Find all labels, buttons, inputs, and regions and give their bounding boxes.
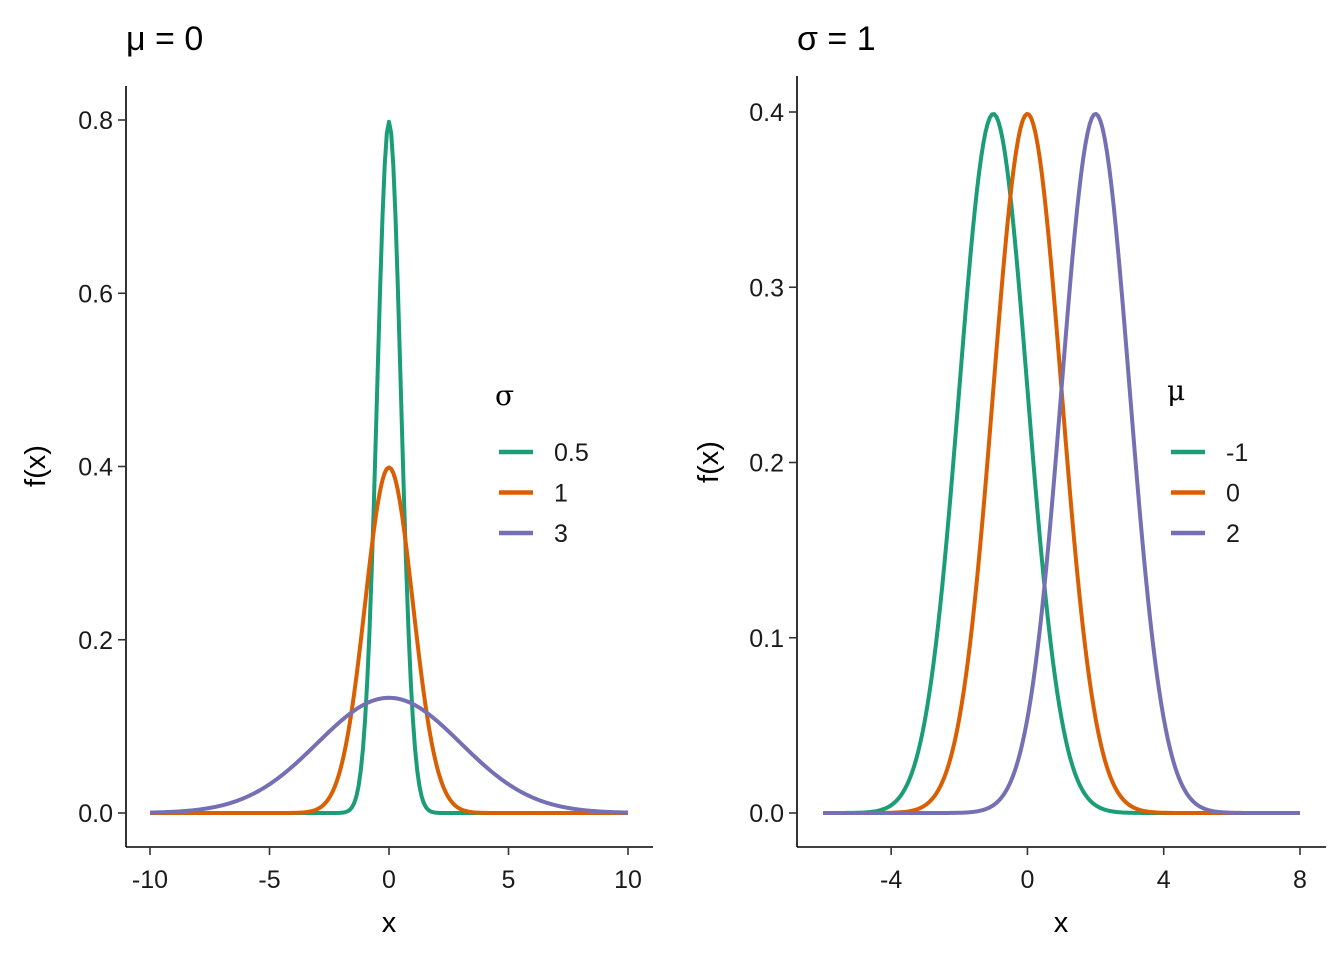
- legend: μ -1 0 2: [1167, 374, 1248, 548]
- y-tick-label: 0.1: [749, 625, 784, 653]
- y-tick-label: 0.2: [749, 450, 784, 478]
- y-tick-label: 0.3: [749, 274, 784, 302]
- x-ticks: -10 -5 0 5 10: [132, 847, 642, 894]
- legend-label: 1: [554, 480, 568, 508]
- y-axis-title: f(x): [693, 441, 725, 483]
- legend-items: -1 0 2: [1171, 439, 1248, 548]
- y-tick-label: 0.2: [78, 627, 113, 655]
- y-tick-label: 0.6: [78, 280, 113, 308]
- x-axis-title: x: [382, 907, 397, 939]
- x-tick-label: 0: [382, 866, 396, 894]
- x-tick-label: -4: [880, 866, 902, 894]
- x-tick-label: 8: [1293, 866, 1307, 894]
- x-tick-label: -5: [258, 866, 280, 894]
- x-axis-title: x: [1054, 907, 1069, 939]
- y-axis-title: f(x): [20, 445, 52, 487]
- y-tick-label: 0.0: [749, 800, 784, 828]
- legend-label: 3: [554, 520, 568, 548]
- series-line-2: [149, 695, 629, 815]
- panel-title: σ = 1: [797, 20, 876, 58]
- legend-label: 2: [1226, 520, 1240, 548]
- legend-items: 0.5 1 3: [499, 439, 589, 548]
- series-layer: [149, 119, 629, 815]
- legend-label: 0: [1226, 480, 1240, 508]
- legend-title: μ: [1167, 374, 1185, 407]
- series-layer: [823, 111, 1300, 815]
- panel-mu-0: μ = 0 -10 -5 0 5 10 0.0 0.2 0.4 0.6 0.8 x f(x) σ…: [20, 20, 653, 939]
- x-tick-label: 4: [1157, 866, 1171, 894]
- x-ticks: -4 0 4 8: [880, 847, 1307, 894]
- x-tick-label: 0: [1020, 866, 1034, 894]
- x-tick-label: 10: [614, 866, 642, 894]
- legend: σ 0.5 1 3: [495, 379, 589, 548]
- y-tick-label: 0.4: [749, 99, 784, 127]
- series-line-1: [150, 465, 628, 815]
- y-ticks: 0.0 0.1 0.2 0.3 0.4: [749, 99, 797, 828]
- y-tick-label: 0.0: [78, 800, 113, 828]
- series-line-2: [823, 111, 1300, 815]
- x-tick-label: -10: [132, 866, 168, 894]
- y-tick-label: 0.8: [78, 107, 113, 135]
- legend-title: σ: [495, 379, 514, 412]
- legend-label: 0.5: [554, 439, 589, 467]
- x-tick-label: 5: [502, 866, 516, 894]
- legend-label: -1: [1226, 439, 1248, 467]
- panel-sigma-1: σ = 1 -4 0 4 8 0.0 0.1 0.2 0.3 0.4 x f(x) μ -1 0…: [693, 20, 1326, 939]
- y-tick-label: 0.4: [78, 454, 113, 482]
- y-ticks: 0.0 0.2 0.4 0.6 0.8: [78, 107, 126, 828]
- panel-title: μ = 0: [126, 20, 203, 58]
